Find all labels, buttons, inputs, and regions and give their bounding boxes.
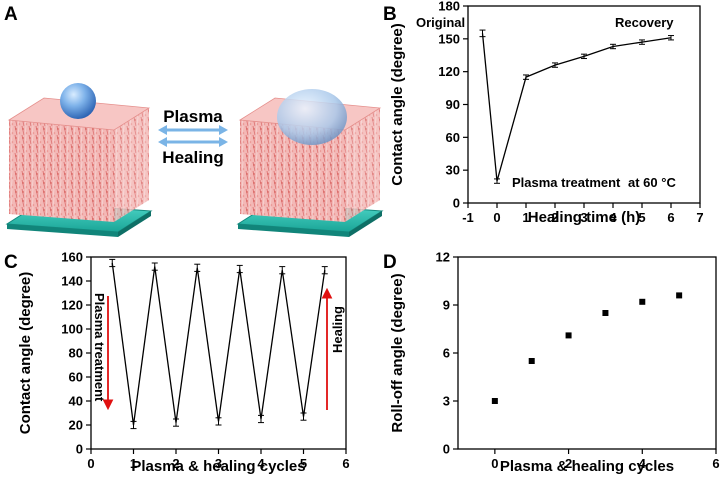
x-tick-label: 2 — [551, 210, 558, 225]
x-tick-label: -1 — [462, 210, 474, 225]
x-tick-label: 3 — [215, 456, 222, 471]
right-coated-block — [236, 89, 384, 237]
y-tick-label: 120 — [438, 64, 460, 79]
y-tick-label: 9 — [443, 298, 450, 313]
panel-letter-c: C — [4, 252, 18, 273]
annotation-original: Original — [416, 15, 465, 30]
annotation-plasma-treatment-vertical: Plasma treatment — [92, 293, 107, 402]
plot-frame — [467, 5, 701, 204]
x-tick-label: 6 — [667, 210, 674, 225]
data-point — [676, 292, 683, 299]
data-point — [565, 332, 572, 339]
y-tick-label: 160 — [61, 250, 83, 265]
y-tick-label: 20 — [69, 418, 83, 433]
x-tick-label: 4 — [639, 456, 647, 471]
y-tick-label: 90 — [446, 97, 460, 112]
x-axis-title: Healing time (h) — [528, 209, 641, 226]
y-axis-title: Contact angle (degree) — [389, 23, 406, 186]
y-tick-label: 30 — [446, 163, 460, 178]
x-tick-label: 2 — [565, 456, 572, 471]
x-tick-label: 6 — [342, 456, 349, 471]
x-tick-label: 2 — [172, 456, 179, 471]
chart-panel-d: 0 2 4 6 0 3 6 9 12 Plasma & healing cycles Roll-of… — [389, 250, 720, 476]
y-tick-label: 0 — [76, 442, 83, 457]
x-axis-title: Plasma & healing cycles — [500, 458, 674, 475]
water-droplet-sphere — [60, 83, 96, 119]
x-tick-label: 0 — [87, 456, 94, 471]
x-axis-title: Plasma & healing cycles — [131, 458, 305, 475]
y-tick-label: 0 — [443, 442, 450, 457]
x-tick-label: 0 — [493, 210, 500, 225]
y-axis-title: Contact angle (degree) — [17, 272, 34, 435]
y-tick-label: 3 — [443, 394, 450, 409]
data-point — [639, 298, 646, 305]
y-tick-label: 40 — [69, 394, 83, 409]
x-tick-label: 6 — [712, 456, 719, 471]
y-tick-label: 12 — [436, 250, 450, 265]
y-axis-title: Roll-off angle (degree) — [389, 273, 406, 432]
x-tick-label: 4 — [257, 456, 265, 471]
data-point — [602, 310, 609, 316]
y-tick-label: 180 — [438, 0, 460, 14]
x-tick-label: 3 — [580, 210, 587, 225]
y-tick-label: 80 — [69, 346, 83, 361]
y-tick-label: 120 — [61, 298, 83, 313]
y-tick-label: 60 — [69, 370, 83, 385]
x-tick-label: 5 — [300, 456, 307, 471]
y-tick-label: 150 — [438, 31, 460, 46]
plasma-arrow-label: Plasma — [163, 107, 223, 126]
series-line — [481, 33, 672, 182]
x-tick-label: 5 — [638, 210, 645, 225]
x-tick-label: 0 — [491, 456, 498, 471]
annotation-temperature: at 60 °C — [628, 175, 676, 190]
left-coated-block — [5, 83, 153, 237]
healing-arrow-label: Healing — [162, 148, 223, 167]
panel-letter-b: B — [383, 4, 397, 25]
data-point — [528, 358, 535, 364]
annotation-healing-vertical: Healing — [330, 306, 345, 353]
y-tick-label: 140 — [61, 274, 83, 289]
data-point — [491, 398, 498, 404]
y-tick-label: 60 — [446, 130, 460, 145]
x-tick-label: 1 — [522, 210, 529, 225]
x-tick-label: 7 — [696, 210, 703, 225]
y-tick-label: 0 — [453, 196, 460, 211]
panel-letter-d: D — [383, 252, 397, 273]
plot-frame — [457, 256, 717, 450]
panel-a-illustration: Plasma Healing — [5, 83, 384, 237]
panel-letter-a: A — [4, 4, 18, 25]
x-tick-label: 1 — [130, 456, 137, 471]
double-arrow-bottom-icon — [158, 137, 228, 147]
x-tick-label: 4 — [609, 210, 617, 225]
y-tick-label: 6 — [443, 346, 450, 361]
water-droplet-spread — [277, 89, 347, 145]
double-arrow-top-icon — [158, 125, 228, 135]
y-tick-label: 100 — [61, 322, 83, 337]
annotation-plasma-treatment: Plasma treatment — [512, 175, 621, 190]
annotation-recovery: Recovery — [615, 15, 674, 30]
series-line — [111, 262, 326, 426]
